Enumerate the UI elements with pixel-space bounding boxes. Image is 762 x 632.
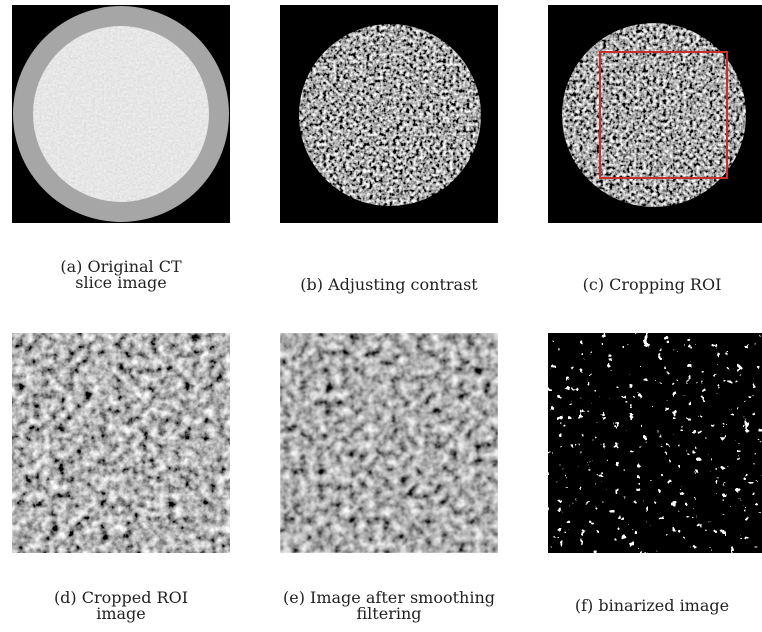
caption-line: (b) Adjusting contrast — [300, 275, 478, 294]
caption-line: slice image — [75, 273, 167, 292]
figure-canvas: (a) Original CTslice image(b) Adjusting … — [0, 0, 762, 632]
image-d — [12, 333, 230, 553]
image-c — [548, 5, 762, 223]
image-e — [280, 333, 498, 553]
caption-line: image — [96, 604, 146, 623]
figure: (a) Original CTslice image(b) Adjusting … — [0, 0, 762, 632]
image-f — [548, 333, 762, 553]
image-a — [12, 5, 230, 223]
image-b — [280, 5, 498, 223]
caption-line: (f) binarized image — [575, 596, 729, 615]
caption-line: (c) Cropping ROI — [583, 275, 722, 294]
caption-line: filtering — [357, 604, 422, 623]
